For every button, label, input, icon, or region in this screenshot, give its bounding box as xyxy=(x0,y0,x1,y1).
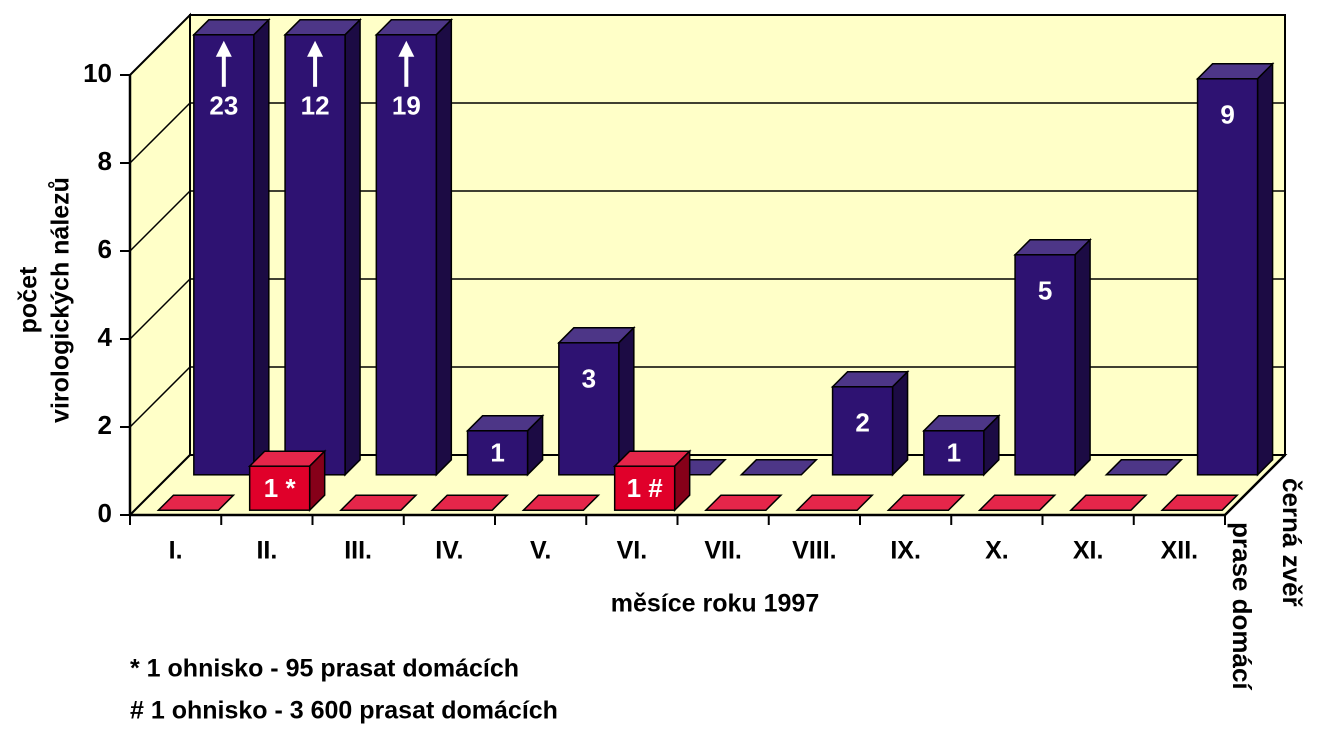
bar xyxy=(1160,494,1239,511)
bar-front xyxy=(558,342,620,476)
value-label: 1 xyxy=(947,438,961,468)
grid-line xyxy=(129,102,191,164)
bar-side xyxy=(253,17,270,477)
x-tick-label: I. xyxy=(169,537,183,565)
footnote: # 1 ohnisko - 3 600 prasat domácích xyxy=(130,697,558,725)
bar xyxy=(192,17,271,477)
bar xyxy=(704,494,783,511)
x-tick-label: V. xyxy=(530,537,551,565)
bar-top xyxy=(156,494,236,511)
value-label: 2 xyxy=(855,408,869,438)
bar xyxy=(739,459,819,476)
clip-arrow-head xyxy=(215,40,232,57)
legend-label: prase domácí xyxy=(1227,522,1257,690)
x-tick-label: VI. xyxy=(617,537,648,565)
bar-top xyxy=(521,494,601,511)
clip-arrow-head xyxy=(307,40,324,57)
bar-side xyxy=(344,17,361,477)
bar-top xyxy=(886,494,966,511)
value-label: 1 # xyxy=(627,473,664,503)
bar xyxy=(1013,237,1092,477)
bar xyxy=(339,494,418,511)
legend-label: černá zvěř xyxy=(1277,478,1307,608)
value-label: 23 xyxy=(209,91,238,121)
x-tick-label: IX. xyxy=(890,537,921,565)
bar xyxy=(795,494,874,511)
bar xyxy=(922,413,1001,477)
bar-side xyxy=(1256,61,1274,477)
bar-top xyxy=(977,494,1057,511)
clip-arrow-head xyxy=(398,40,415,57)
bar-front xyxy=(613,465,676,511)
x-tick-label: X. xyxy=(985,537,1009,565)
bar xyxy=(977,494,1057,511)
x-tick-label: II. xyxy=(256,537,277,565)
depth-axis xyxy=(1224,454,1286,516)
bar-side xyxy=(891,369,909,477)
bar-front xyxy=(1014,254,1076,476)
bar xyxy=(1104,459,1184,476)
bar-front xyxy=(375,34,438,476)
bar-side xyxy=(435,17,453,477)
footnote: * 1 ohnisko - 95 prasat domácích xyxy=(130,655,519,683)
bar xyxy=(465,413,545,477)
y-tick-label: 2 xyxy=(98,410,112,440)
bar xyxy=(830,369,910,477)
side-wall xyxy=(129,12,191,518)
value-label: 3 xyxy=(582,364,596,394)
grid-line xyxy=(129,366,191,428)
bar-front xyxy=(248,465,311,511)
x-tick-label: IV. xyxy=(435,537,463,565)
bar-top xyxy=(795,494,874,511)
y-tick-label: 4 xyxy=(98,322,113,352)
bar-front xyxy=(1196,78,1259,476)
bar-top xyxy=(739,459,819,476)
value-label: 9 xyxy=(1220,100,1234,130)
bar-front xyxy=(193,34,255,476)
bar-top xyxy=(430,494,509,511)
x-tick-label: VIII. xyxy=(792,537,836,565)
bar xyxy=(430,494,509,511)
bar xyxy=(557,325,636,477)
bar xyxy=(1069,494,1148,511)
value-label: 5 xyxy=(1038,276,1052,306)
bar xyxy=(886,494,966,511)
x-tick-label: III. xyxy=(344,537,372,565)
bar xyxy=(1195,61,1275,477)
bar xyxy=(521,494,601,511)
x-tick-label: XII. xyxy=(1161,537,1199,565)
bar-front xyxy=(831,386,894,476)
grid-line xyxy=(129,278,191,340)
bar-front xyxy=(466,430,529,476)
bar xyxy=(612,449,692,513)
bar-top xyxy=(1069,494,1148,511)
y-tick-label: 10 xyxy=(83,58,112,88)
value-label: 19 xyxy=(392,91,421,121)
bar xyxy=(374,17,454,477)
y-axis-title: virologických nálezů xyxy=(47,177,75,423)
y-tick-label: 0 xyxy=(98,498,112,528)
bar-top xyxy=(1104,459,1184,476)
bar xyxy=(156,494,236,511)
x-axis-title: měsíce roku 1997 xyxy=(611,590,819,618)
grid-line xyxy=(129,190,191,252)
value-label: 12 xyxy=(301,91,330,121)
y-tick-label: 8 xyxy=(98,146,112,176)
bar-side xyxy=(1074,237,1091,477)
value-label: 1 xyxy=(490,438,504,468)
x-tick-label: VII. xyxy=(704,537,742,565)
y-axis-title: počet xyxy=(15,266,43,333)
bar-front xyxy=(923,430,985,476)
bar-top xyxy=(1160,494,1239,511)
x-tick-label: XI. xyxy=(1073,537,1104,565)
back-wall xyxy=(189,14,1286,456)
bar-top xyxy=(339,494,418,511)
bar-top xyxy=(704,494,783,511)
y-tick-label: 6 xyxy=(98,234,112,264)
bar xyxy=(247,449,327,513)
value-label: 1 * xyxy=(264,473,297,503)
bar-front xyxy=(284,34,346,476)
bar xyxy=(283,17,362,477)
